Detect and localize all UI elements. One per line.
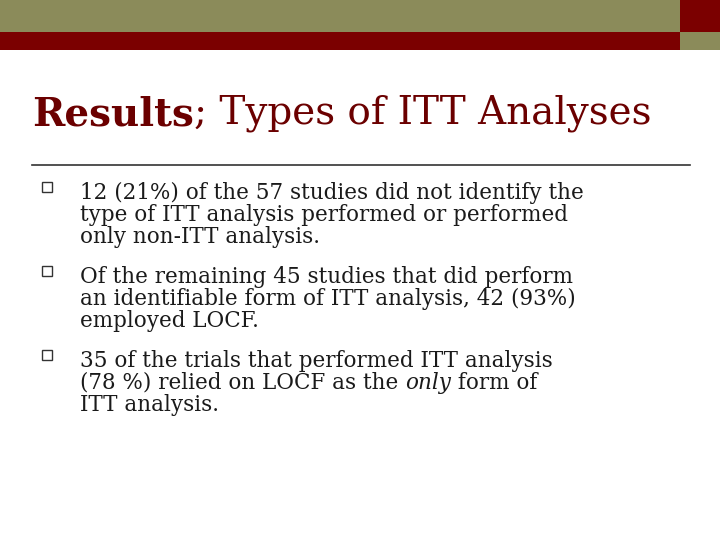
Bar [42, 266, 52, 276]
Text: ITT analysis.: ITT analysis. [80, 394, 219, 416]
Text: Of the remaining 45 studies that did perform: Of the remaining 45 studies that did per… [80, 266, 573, 288]
Text: (78 %) relied on LOCF as the: (78 %) relied on LOCF as the [80, 372, 405, 394]
Text: 12 (21%) of the 57 studies did not identify the: 12 (21%) of the 57 studies did not ident… [80, 182, 584, 204]
Text: form of: form of [451, 372, 537, 394]
Bar [42, 182, 52, 192]
Bar [0, 0, 680, 32]
Bar [680, 0, 720, 32]
Text: Results: Results [32, 95, 194, 133]
Text: an identifiable form of ITT analysis, 42 (93%): an identifiable form of ITT analysis, 42… [80, 288, 576, 310]
Text: employed LOCF.: employed LOCF. [80, 310, 259, 332]
Text: ; Types of ITT Analyses: ; Types of ITT Analyses [194, 95, 652, 132]
Text: only: only [405, 372, 451, 394]
Bar [680, 32, 720, 50]
Text: 35 of the trials that performed ITT analysis: 35 of the trials that performed ITT anal… [80, 350, 553, 372]
Bar [42, 350, 52, 360]
Bar [0, 32, 720, 50]
Text: only non-ITT analysis.: only non-ITT analysis. [80, 226, 320, 248]
Text: type of ITT analysis performed or performed: type of ITT analysis performed or perfor… [80, 204, 568, 226]
